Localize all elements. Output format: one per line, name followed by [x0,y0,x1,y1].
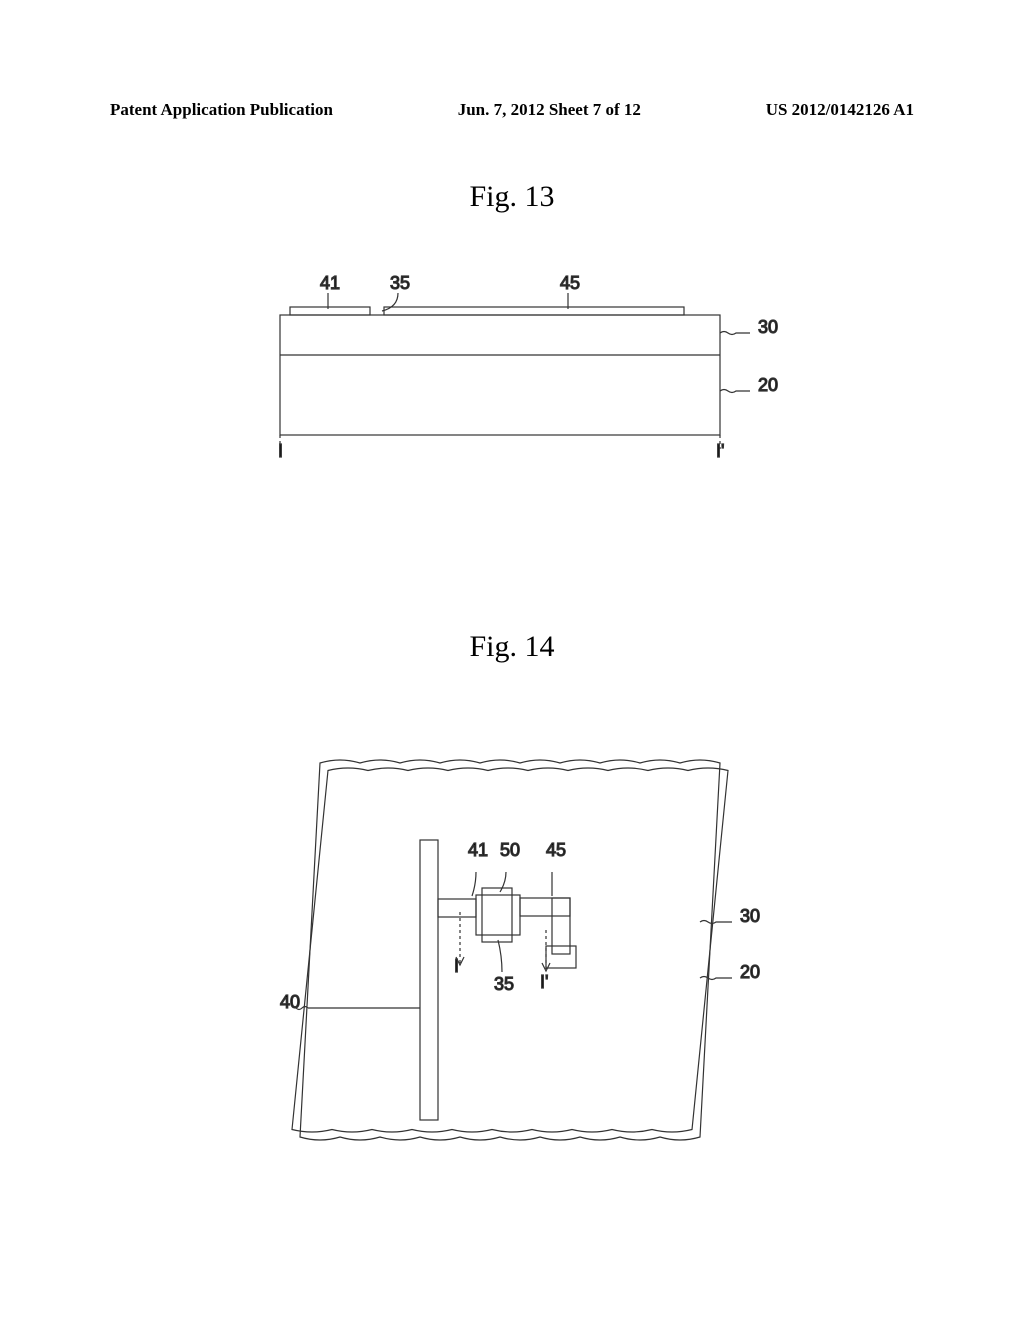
svg-text:35: 35 [390,275,410,293]
svg-text:41: 41 [320,275,340,293]
page-header: Patent Application Publication Jun. 7, 2… [110,100,914,120]
svg-text:20: 20 [758,375,778,395]
header-right: US 2012/0142126 A1 [766,100,914,120]
svg-text:30: 30 [740,906,760,926]
svg-text:20: 20 [740,962,760,982]
figure-14-title: Fig. 14 [0,630,1024,664]
svg-text:I': I' [540,972,548,992]
svg-text:40: 40 [280,992,300,1012]
figure-13-title: Fig. 13 [0,180,1024,214]
figure-14: 41 50 45 35 I I' 30 20 40 [250,740,770,1180]
svg-text:35: 35 [494,974,514,994]
figure-13: 4135453020II' [260,275,760,455]
figure-13-svg: 41 35 45 30 20 I I' [260,275,800,475]
svg-text:I: I [278,441,283,461]
svg-text:41: 41 [468,840,488,860]
svg-text:45: 45 [546,840,566,860]
header-center: Jun. 7, 2012 Sheet 7 of 12 [458,100,641,120]
svg-text:45: 45 [560,275,580,293]
figure-14-svg: 41 50 45 35 I I' 30 20 40 [250,740,790,1180]
svg-text:I': I' [716,441,724,461]
svg-text:50: 50 [500,840,520,860]
svg-text:I: I [454,956,459,976]
header-left: Patent Application Publication [110,100,333,120]
svg-text:30: 30 [758,317,778,337]
